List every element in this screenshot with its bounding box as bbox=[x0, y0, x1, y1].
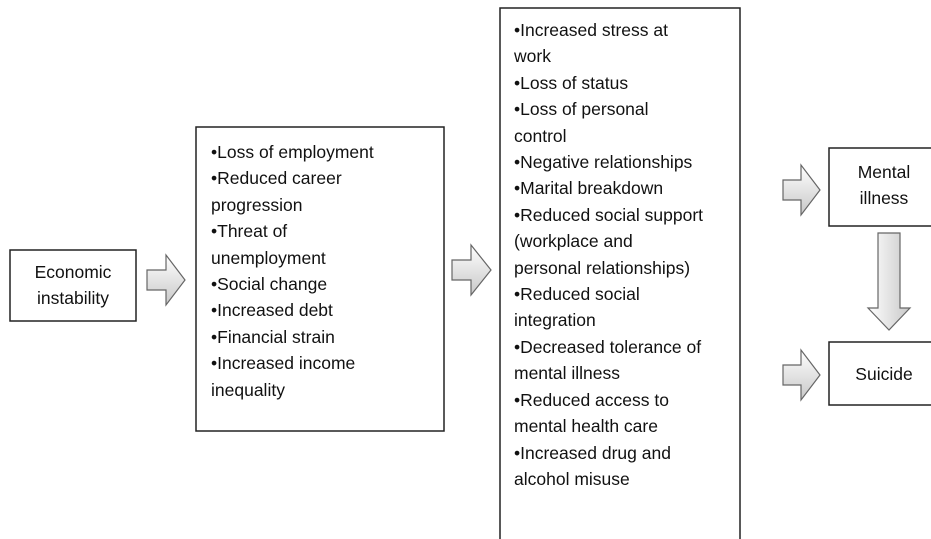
text-line: •Increased income bbox=[211, 353, 356, 374]
text-line: •Marital breakdown bbox=[514, 178, 664, 199]
text-line: Mental bbox=[857, 162, 911, 182]
text-line: •Financial strain bbox=[211, 326, 335, 347]
text-line: illness bbox=[859, 188, 909, 209]
arrow bbox=[451, 243, 492, 297]
text-line: work bbox=[514, 46, 551, 67]
text-line: mental health care bbox=[514, 416, 658, 437]
text-line: •Negative relationships bbox=[514, 152, 693, 173]
node-4: Suicide bbox=[829, 361, 931, 387]
text-line: •Reduced social support bbox=[514, 204, 704, 225]
text-line: •Reduced career bbox=[211, 168, 342, 189]
text-line: alcohol misuse bbox=[514, 468, 630, 489]
node-3: Mental illness bbox=[829, 159, 931, 212]
text-line: progression bbox=[211, 194, 303, 215]
text-line: mental illness bbox=[514, 363, 621, 384]
text-line: •Increased stress at bbox=[514, 20, 668, 40]
text-line: personal relationships) bbox=[514, 257, 691, 278]
box-mental bbox=[828, 147, 931, 227]
text-line: •Increased drug and bbox=[514, 442, 671, 463]
box-suicide bbox=[828, 341, 931, 406]
text-line: (workplace and bbox=[514, 231, 633, 252]
text-line: unemployment bbox=[211, 247, 326, 268]
box-consequences bbox=[499, 7, 741, 539]
text-line: Suicide bbox=[855, 364, 913, 384]
text-line: •Social change bbox=[211, 274, 328, 295]
arrow bbox=[146, 253, 186, 307]
text-line: •Loss of personal bbox=[514, 99, 649, 120]
text-line: instability bbox=[37, 288, 109, 309]
text-line: •Loss of status bbox=[514, 72, 629, 93]
text-line: •Reduced access to bbox=[514, 389, 669, 410]
text-line: •Loss of employment bbox=[211, 142, 374, 162]
node-0: Economic instability bbox=[10, 259, 136, 312]
arrow bbox=[782, 163, 821, 217]
text-line: •Reduced social bbox=[514, 284, 640, 305]
text-line: •Decreased tolerance of bbox=[514, 336, 702, 357]
box-economic bbox=[9, 249, 137, 322]
box-factors bbox=[195, 126, 445, 432]
node-1: •Loss of employment •Reduced career progre… bbox=[211, 139, 374, 403]
text-line: •Increased debt bbox=[211, 300, 333, 321]
text-line: inequality bbox=[211, 379, 285, 400]
arrow-down bbox=[866, 232, 912, 331]
text-line: integration bbox=[514, 310, 596, 331]
text-line: Economic bbox=[34, 262, 112, 282]
text-line: •Threat of bbox=[211, 221, 288, 242]
node-2: •Increased stress at work •Loss of status •… bbox=[514, 17, 703, 492]
text-line: control bbox=[514, 125, 567, 146]
arrow bbox=[782, 348, 821, 402]
